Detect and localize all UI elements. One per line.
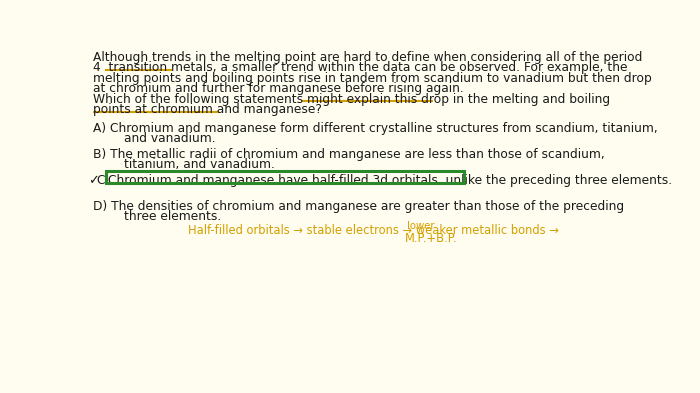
Text: Although trends in the melting point are hard to define when considering all of : Although trends in the melting point are… [93,51,643,64]
Text: B) The metallic radii of chromium and manganese are less than those of scandium,: B) The metallic radii of chromium and ma… [93,148,605,161]
Text: Chromium and manganese have half-filled 3d orbitals, unlike the preceding three : Chromium and manganese have half-filled … [108,174,673,187]
Text: and vanadium.: and vanadium. [93,132,216,145]
Text: D) The densities of chromium and manganese are greater than those of the precedi: D) The densities of chromium and mangane… [93,200,624,213]
Text: titanium, and vanadium.: titanium, and vanadium. [93,158,275,171]
Text: points at chromium and manganese?: points at chromium and manganese? [93,103,322,116]
Text: at chromium and further for manganese before rising again.: at chromium and further for manganese be… [93,82,463,95]
Text: A) Chromium and manganese form different crystalline structures from scandium, t: A) Chromium and manganese form different… [93,122,658,135]
Text: lower: lower [407,221,435,231]
Text: ✓: ✓ [88,174,99,187]
Text: M.P.+B.P.: M.P.+B.P. [405,231,458,245]
Text: melting points and boiling points rise in tandem from scandium to vanadium but t: melting points and boiling points rise i… [93,72,652,85]
Text: Half-filled orbitals → stable electrons → weaker metallic bonds →: Half-filled orbitals → stable electrons … [188,224,559,237]
Text: three elements.: three elements. [93,210,221,223]
Text: 4  transition metals, a smaller trend within the data can be observed. For examp: 4 transition metals, a smaller trend wit… [93,61,627,74]
Text: C): C) [97,174,110,187]
Text: Which of the following statements might explain this drop in the melting and boi: Which of the following statements might … [93,93,610,106]
